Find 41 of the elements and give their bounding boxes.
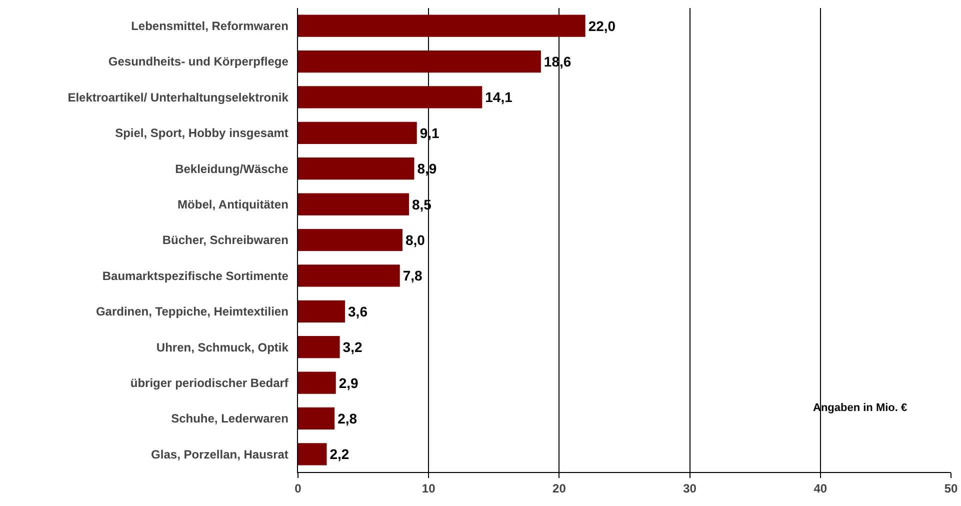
y-tick-label: Baumarktspezifische Sortimente: [102, 268, 289, 283]
data-label: 7,8: [402, 268, 423, 284]
x-tick-label: 10: [422, 481, 436, 496]
y-tick-label: Glas, Porzellan, Hausrat: [151, 447, 288, 462]
bar: [298, 228, 402, 252]
bar: [298, 300, 346, 322]
y-tick-label: Gesundheits- und Körperpflege: [108, 54, 289, 69]
data-label: 8,0: [405, 232, 426, 248]
data-label: 2,2: [330, 446, 350, 462]
y-tick-label: übriger periodischer Bedarf: [130, 376, 290, 390]
y-tick-label: Gardinen, Teppiche, Heimtextilien: [96, 304, 288, 319]
x-tick-label: 50: [944, 481, 958, 496]
y-tick-label: Schuhe, Lederwaren: [171, 412, 288, 426]
y-tick-label: Spiel, Sport, Hobby insgesamt: [115, 126, 288, 140]
y-tick-label: Bekleidung/Wäsche: [175, 162, 289, 176]
bar: [298, 50, 541, 73]
data-label: 3,6: [348, 303, 368, 320]
data-label: 2,8: [338, 410, 358, 426]
bar: [298, 443, 327, 466]
x-tick-label: 30: [683, 481, 697, 496]
bar: [298, 14, 586, 37]
data-label: 14,1: [485, 89, 513, 106]
data-label: 3,2: [342, 339, 362, 356]
bar: [298, 372, 336, 394]
x-tick-label: 0: [294, 481, 302, 496]
bar: [298, 407, 335, 430]
data-label: 2,9: [338, 374, 359, 391]
bar: [298, 193, 410, 216]
bar: [298, 158, 414, 180]
bar: [298, 122, 417, 144]
y-tick-label: Lebensmittel, Reformwaren: [131, 19, 288, 34]
data-label: 22,0: [588, 18, 616, 34]
y-tick-label: Elektroartikel/ Unterhaltungselektronik: [68, 90, 289, 104]
x-tick-label: 20: [552, 481, 566, 496]
bar: [298, 264, 400, 287]
y-tick-label: Möbel, Antiquitäten: [178, 198, 288, 212]
bar: [298, 86, 482, 108]
y-tick-label: Bücher, Schreibwaren: [162, 233, 288, 248]
x-tick-label: 40: [814, 481, 828, 496]
bar: [298, 336, 340, 358]
y-tick-label: Uhren, Schmuck, Optik: [156, 340, 289, 354]
